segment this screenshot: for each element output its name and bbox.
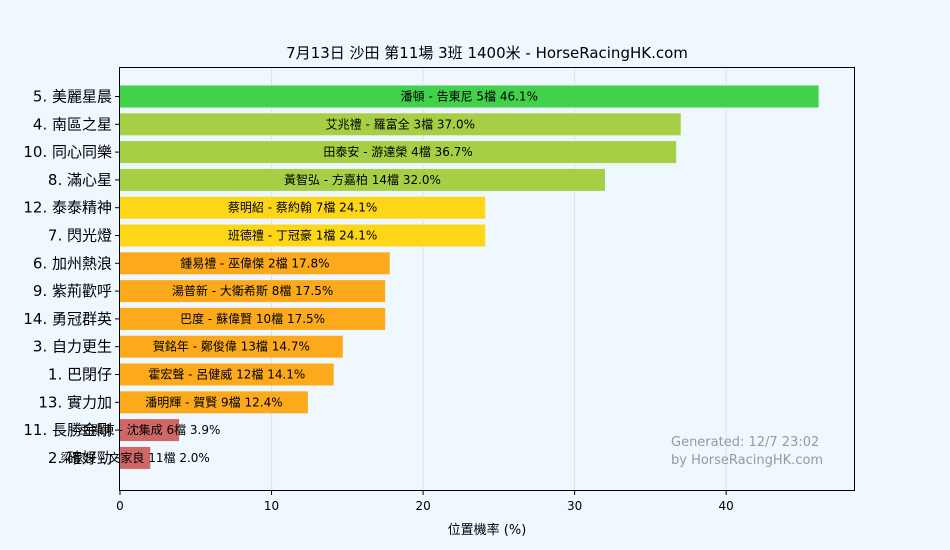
chart-title: 7月13日 沙田 第11場 3班 1400米 - HorseRacingHK.c…	[286, 44, 688, 62]
category-label: 2. 確好勁	[48, 449, 112, 467]
grid-lines	[271, 68, 727, 490]
category-labels: 5. 美麗星晨 4. 南區之星 10. 同心同樂 8. 滿心星 12. 泰泰精神 7. 閃…	[23, 88, 120, 467]
bar	[120, 446, 151, 469]
bar-label: 潘頓 - 告東尼 5檔 46.1%	[401, 90, 538, 104]
bar-label: 湯普新 - 大衛希斯 8檔 17.5%	[172, 283, 333, 298]
x-tick-label: 30	[567, 499, 582, 513]
category-label: 8. 滿心星	[48, 171, 112, 189]
bar-label: 賀銘年 - 鄭俊偉 13檔 14.7%	[153, 339, 310, 354]
category-label: 13. 實力加	[38, 393, 112, 411]
bar	[120, 141, 677, 164]
watermark-line-1: Generated: 12/7 23:02	[671, 435, 819, 450]
bar	[120, 280, 386, 303]
bar-label: 班德禮 - 丁冠豪 1檔 24.1%	[228, 228, 377, 243]
bar-label: 巴度 - 蘇偉賢 10檔 17.5%	[180, 311, 325, 326]
category-label: 14. 勇冠群英	[23, 310, 112, 328]
category-label: 5. 美麗星晨	[33, 88, 112, 106]
x-tick-label: 40	[719, 499, 734, 513]
category-label: 11. 長勝金剛	[23, 421, 112, 439]
category-label: 9. 紫荊歡呼	[33, 282, 112, 300]
category-label: 12. 泰泰精神	[23, 199, 112, 217]
category-label: 7. 閃光燈	[48, 227, 112, 245]
bar-label: 艾兆禮 - 羅富全 3檔 37.0%	[326, 116, 475, 131]
bar-label: 霍宏聲 - 呂健威 12檔 14.1%	[148, 367, 305, 382]
bar	[120, 196, 486, 219]
plot-frame	[119, 67, 855, 491]
bar-label: 蔡明紹 - 蔡約翰 7檔 24.1%	[228, 200, 377, 215]
watermark-line-2: by HorseRacingHK.com	[671, 453, 823, 468]
x-tick-label: 20	[415, 499, 430, 513]
bar	[120, 85, 819, 108]
bar-label: 黃智弘 - 方嘉柏 14檔 32.0%	[284, 172, 441, 187]
bar	[120, 363, 334, 386]
bar	[120, 252, 390, 275]
category-label: 4. 南區之星	[33, 115, 112, 133]
bar	[120, 224, 486, 247]
bar-label: 巫顯東 - 沈集成 6檔 3.9%	[79, 422, 221, 437]
x-tick-label: 0	[116, 499, 124, 513]
x-axis: 0 10 20 30 40	[116, 490, 734, 513]
bar-label: 田泰安 - 游達榮 4檔 36.7%	[323, 144, 472, 159]
category-label: 10. 同心同樂	[23, 143, 112, 161]
bar	[120, 391, 308, 414]
x-tick-label: 10	[264, 499, 279, 513]
bar-label: 鍾易禮 - 巫偉傑 2檔 17.8%	[180, 256, 329, 270]
bar	[120, 335, 343, 358]
bar	[120, 113, 681, 136]
category-label: 6. 加州熱浪	[33, 254, 112, 272]
category-label: 3. 自力更生	[33, 338, 112, 356]
category-label: 1. 巴閉仔	[48, 366, 112, 384]
bar	[120, 307, 386, 330]
bars-group: 潘頓 - 告東尼 5檔 46.1% 艾兆禮 - 羅富全 3檔 37.0% 田泰安 -…	[60, 85, 819, 469]
bar	[120, 168, 605, 191]
bar-label: 潘明輝 - 賀賢 9檔 12.4%	[145, 395, 282, 409]
bar	[120, 419, 180, 442]
x-axis-label: 位置機率 (%)	[448, 522, 527, 538]
bar-label: 梁家俊 - 文家良 11檔 2.0%	[60, 450, 209, 465]
